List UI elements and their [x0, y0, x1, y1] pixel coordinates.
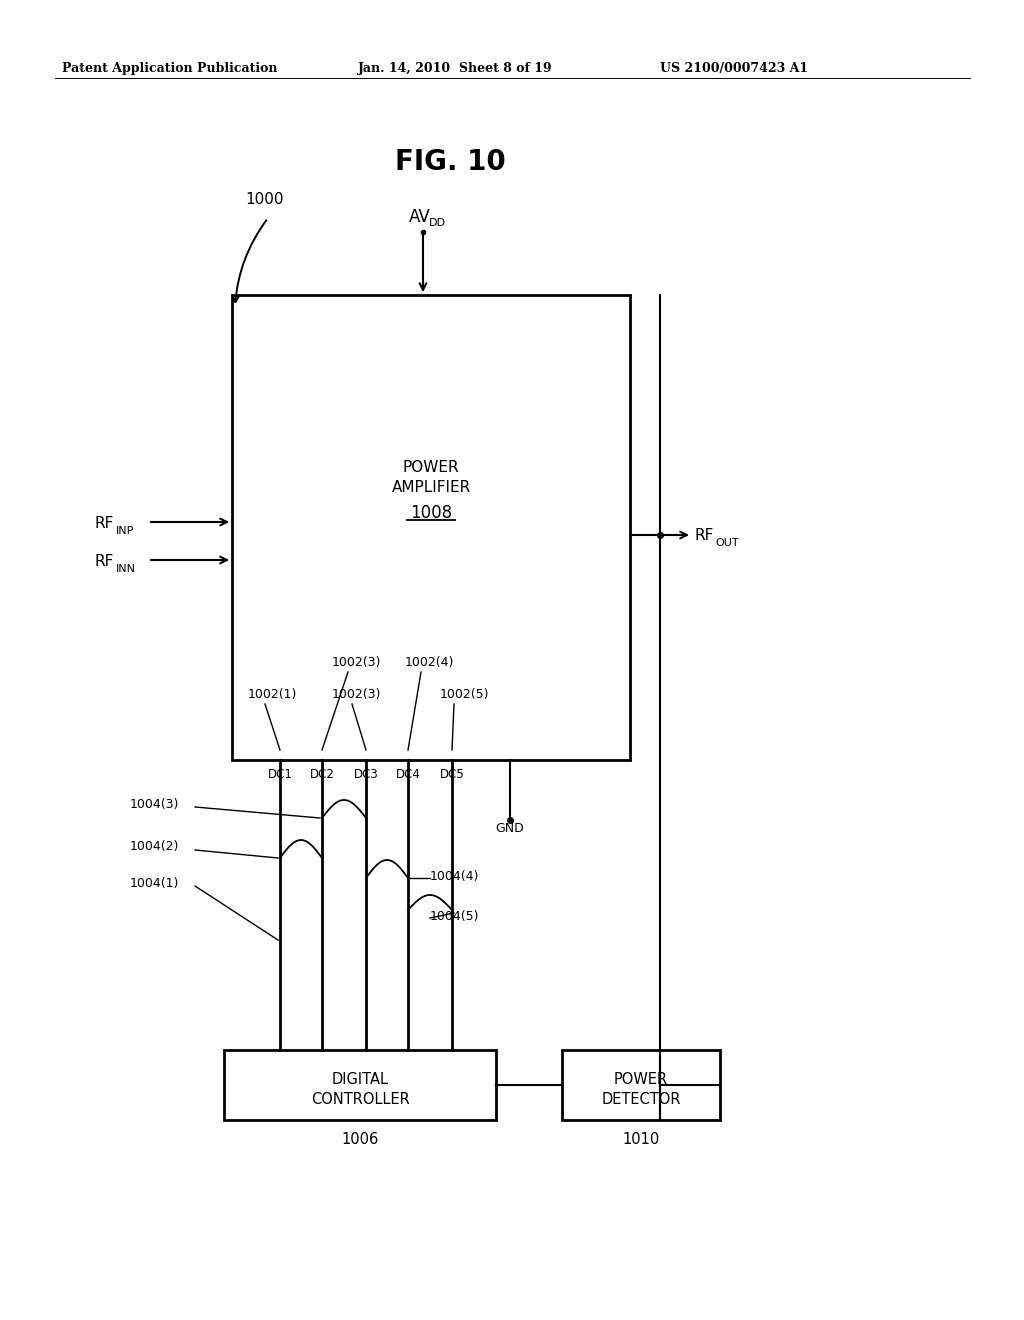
Text: DC1: DC1	[267, 768, 293, 781]
Text: RF: RF	[94, 554, 114, 569]
Text: 1004(3): 1004(3)	[130, 799, 179, 810]
Text: 1004(2): 1004(2)	[130, 840, 179, 853]
Bar	[224, 1049, 496, 1119]
Text: DIGITAL
CONTROLLER: DIGITAL CONTROLLER	[310, 1072, 410, 1106]
Text: 1002(4): 1002(4)	[406, 656, 455, 669]
Text: DC4: DC4	[395, 768, 421, 781]
Text: RF: RF	[694, 528, 714, 543]
Text: DC5: DC5	[439, 768, 464, 781]
Text: 1006: 1006	[341, 1133, 379, 1147]
Text: GND: GND	[496, 822, 524, 836]
Text: 1004(5): 1004(5)	[430, 909, 479, 923]
Text: DC3: DC3	[353, 768, 379, 781]
Bar	[562, 1049, 720, 1119]
Text: FIG. 10: FIG. 10	[394, 148, 506, 176]
Text: INP: INP	[116, 525, 134, 536]
Text: AV: AV	[409, 209, 431, 226]
Text: AMPLIFIER: AMPLIFIER	[391, 480, 471, 495]
Text: 1002(1): 1002(1)	[248, 688, 297, 701]
Text: 1002(3): 1002(3)	[332, 656, 381, 669]
Text: POWER: POWER	[402, 459, 460, 475]
Text: RF: RF	[94, 516, 114, 531]
Text: DD: DD	[429, 218, 446, 228]
Text: 1010: 1010	[623, 1133, 659, 1147]
Bar	[232, 294, 630, 760]
Text: US 2100/0007423 A1: US 2100/0007423 A1	[660, 62, 808, 75]
Text: Patent Application Publication: Patent Application Publication	[62, 62, 278, 75]
Text: 1008: 1008	[410, 504, 452, 521]
Text: 1000: 1000	[245, 191, 284, 207]
Text: 1002(5): 1002(5)	[440, 688, 489, 701]
Text: 1004(4): 1004(4)	[430, 870, 479, 883]
Text: 1002(3): 1002(3)	[332, 688, 381, 701]
Text: 1004(1): 1004(1)	[130, 876, 179, 890]
Text: DC2: DC2	[309, 768, 335, 781]
Text: Jan. 14, 2010  Sheet 8 of 19: Jan. 14, 2010 Sheet 8 of 19	[358, 62, 553, 75]
Text: OUT: OUT	[715, 539, 738, 548]
Text: POWER
DETECTOR: POWER DETECTOR	[601, 1072, 681, 1106]
Text: INN: INN	[116, 564, 136, 574]
